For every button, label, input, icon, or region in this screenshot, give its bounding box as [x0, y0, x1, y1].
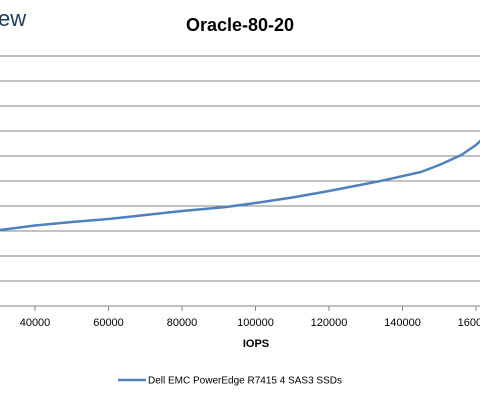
- chart-title: Oracle-80-20: [186, 15, 294, 35]
- x-tick-label: 120000: [311, 317, 348, 329]
- legend-label: Dell EMC PowerEdge R7415 4 SAS3 SSDs: [148, 376, 342, 387]
- x-axis-label: IOPS: [243, 338, 269, 350]
- x-tick-label: 40000: [20, 317, 51, 329]
- x-tick-label: 100000: [237, 317, 274, 329]
- x-tick-label: 140000: [384, 317, 421, 329]
- x-tick-label: 160000: [458, 317, 480, 329]
- logo: ew: [0, 6, 26, 31]
- data-line: [0, 139, 480, 232]
- x-tick-label: 60000: [93, 317, 124, 329]
- x-tick-label: 80000: [167, 317, 198, 329]
